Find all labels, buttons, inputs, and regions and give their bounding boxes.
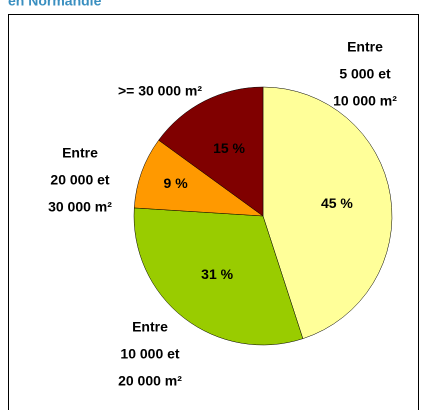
category-label: 10 000 m²	[333, 93, 397, 109]
category-label: 30 000 m²	[48, 199, 112, 215]
category-label: Entre	[347, 39, 383, 55]
category-label: 20 000 m²	[118, 373, 182, 389]
category-label: >= 30 000 m²	[118, 83, 202, 99]
value-label: 31 %	[201, 266, 233, 282]
category-label: Entre	[132, 319, 168, 335]
category-label: Entre	[62, 145, 98, 161]
pie-slice	[158, 86, 264, 217]
category-label: 10 000 et	[120, 346, 179, 362]
category-label: 20 000 et	[50, 172, 109, 188]
category-label: 5 000 et	[339, 66, 391, 82]
pie-slice	[133, 207, 304, 346]
chart-title: en Normandie	[8, 0, 102, 9]
chart-frame	[8, 14, 419, 410]
pie-slice	[262, 86, 393, 340]
value-label: 9 %	[164, 175, 189, 191]
value-label: 15 %	[213, 140, 245, 156]
value-label: 45 %	[321, 195, 353, 211]
